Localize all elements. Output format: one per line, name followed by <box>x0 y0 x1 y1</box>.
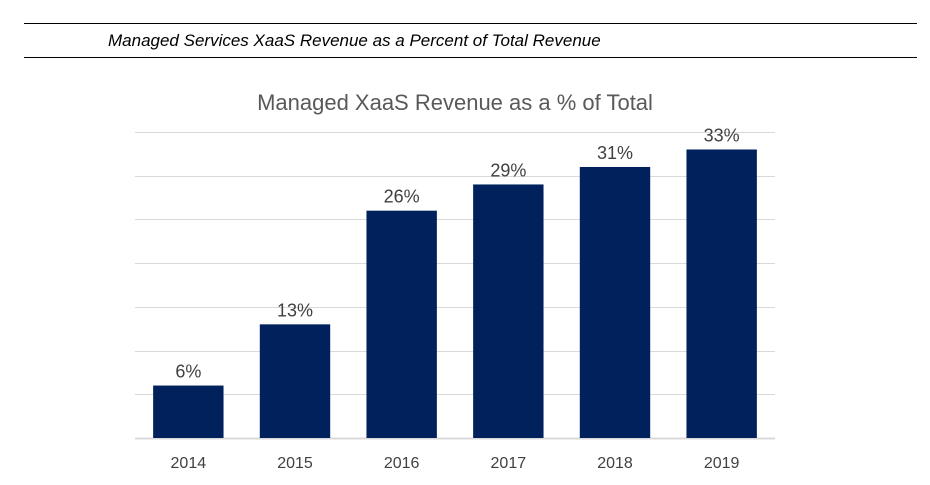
bar-2016 <box>366 210 437 438</box>
x-tick-2017: 2017 <box>491 455 527 472</box>
document-caption: Managed Services XaaS Revenue as a Perce… <box>108 31 601 50</box>
bar-2014 <box>153 385 224 438</box>
x-tick-2014: 2014 <box>171 455 207 472</box>
chart-title: Managed XaaS Revenue as a % of Total <box>257 90 653 115</box>
bar-2015 <box>259 324 331 438</box>
data-labels: 6% 13% 26% 29% 31% 33% <box>175 125 739 381</box>
bar-2017 <box>473 184 544 438</box>
x-tick-2019: 2019 <box>704 455 740 472</box>
data-label-2017: 29% <box>490 160 526 180</box>
caption-bottom-rule <box>24 57 917 58</box>
data-label-2014: 6% <box>175 362 201 382</box>
data-label-2015: 13% <box>277 300 313 320</box>
bar-2019 <box>686 149 757 438</box>
x-axis-tick-labels: 2014 2015 2016 2017 2018 2019 <box>171 455 740 472</box>
caption-top-rule <box>24 23 917 24</box>
gridlines <box>135 132 775 440</box>
data-label-2019: 33% <box>704 125 740 145</box>
bars <box>153 149 757 438</box>
x-tick-2018: 2018 <box>597 455 633 472</box>
x-tick-2015: 2015 <box>277 455 313 472</box>
data-label-2018: 31% <box>597 143 633 163</box>
x-tick-2016: 2016 <box>384 455 420 472</box>
bar-2018 <box>579 166 651 438</box>
data-label-2016: 26% <box>384 187 420 207</box>
